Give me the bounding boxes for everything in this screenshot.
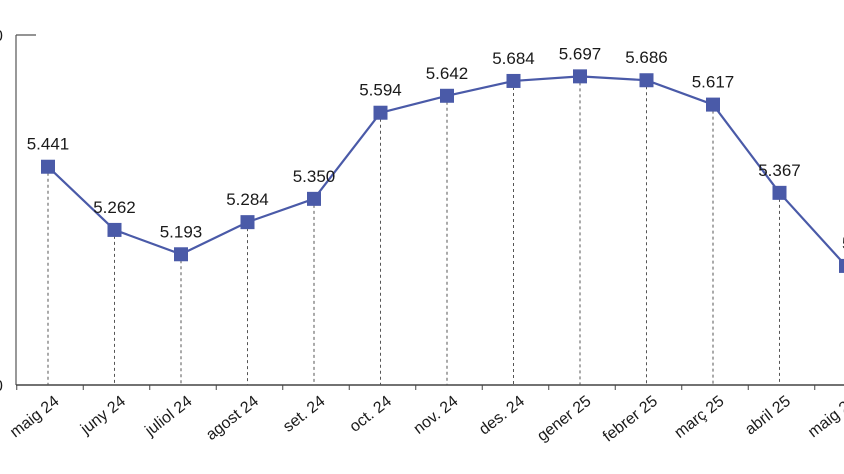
data-point-marker bbox=[107, 222, 122, 237]
data-point-marker bbox=[307, 191, 321, 206]
x-tick-label: agost 24 bbox=[203, 393, 262, 444]
data-point-marker bbox=[174, 247, 188, 262]
data-label: 5.350 bbox=[293, 167, 336, 186]
data-point-marker bbox=[573, 69, 587, 84]
x-tick-label: oct. 24 bbox=[347, 393, 395, 436]
axes: 00 bbox=[0, 28, 844, 395]
data-label: 5.697 bbox=[559, 44, 602, 63]
data-point-marker bbox=[839, 258, 844, 273]
x-tick-label: des. 24 bbox=[476, 393, 528, 439]
data-label: 5.642 bbox=[426, 64, 469, 83]
data-point-marker bbox=[373, 105, 388, 120]
data-label: 5.367 bbox=[758, 161, 801, 180]
data-point-marker bbox=[240, 215, 255, 230]
data-label: 5.684 bbox=[492, 49, 535, 68]
data-label: 5.193 bbox=[160, 222, 203, 241]
x-tick-label: maig 24 bbox=[7, 393, 62, 442]
data-point-marker bbox=[639, 73, 654, 88]
data-label: 5 bbox=[842, 234, 844, 253]
data-point-marker bbox=[772, 185, 787, 200]
data-point-marker bbox=[440, 88, 454, 103]
data-point-marker bbox=[506, 73, 521, 88]
data-point-marker bbox=[41, 159, 55, 174]
x-tick-label: març 25 bbox=[671, 393, 727, 442]
data-label: 5.594 bbox=[359, 81, 402, 100]
x-tick-label: gener 25 bbox=[534, 393, 594, 445]
x-tick-label: juny 24 bbox=[77, 393, 129, 439]
data-point-marker bbox=[706, 97, 720, 112]
data-label: 5.617 bbox=[692, 73, 735, 92]
series-line bbox=[41, 69, 844, 273]
x-tick-label: juliol 24 bbox=[141, 393, 195, 440]
x-tick-label: febrer 25 bbox=[600, 393, 661, 446]
x-tick-label: set. 24 bbox=[280, 393, 328, 436]
data-labels: 5.441 5.262 5.193 5.284 5.350 5.594 5.642 5.684… bbox=[27, 44, 844, 253]
x-tick-labels: maig 24 juny 24 juliol 24 agost 24 set. 24 oc… bbox=[7, 393, 844, 446]
data-label: 5.686 bbox=[625, 48, 668, 67]
y-tick-label: 0 bbox=[0, 378, 3, 395]
x-tick-label: nov. 24 bbox=[411, 393, 462, 438]
y-tick-label: 0 bbox=[0, 28, 3, 45]
x-tick-label: abril 25 bbox=[742, 393, 794, 439]
data-label: 5.284 bbox=[226, 190, 269, 209]
x-tick-label: maig 25 bbox=[805, 393, 844, 442]
drop-lines bbox=[47, 82, 780, 385]
data-label: 5.262 bbox=[93, 198, 136, 217]
data-label: 5.441 bbox=[27, 135, 70, 154]
